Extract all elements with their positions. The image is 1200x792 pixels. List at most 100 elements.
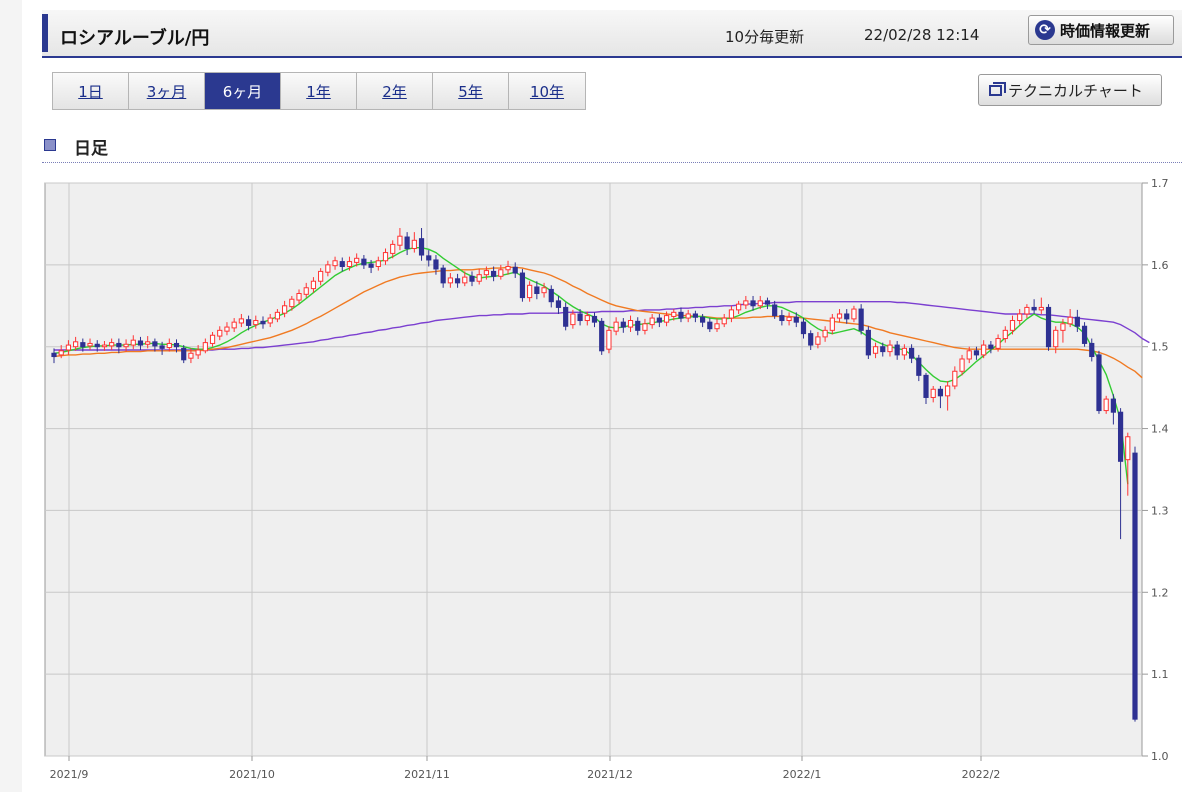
candle-up: [202, 342, 208, 352]
candle-up: [1125, 436, 1131, 461]
candle-down: [534, 286, 540, 295]
candle-down: [700, 316, 706, 323]
candle-up: [238, 318, 244, 324]
tab-3-months[interactable]: 3ヶ月: [129, 73, 205, 109]
candle-up: [1067, 316, 1073, 325]
candle-up: [397, 235, 403, 246]
refresh-price-label: 時価情報更新: [1060, 21, 1151, 40]
candle-up: [649, 317, 655, 326]
candle-down: [260, 320, 266, 325]
last-updated-timestamp: 22/02/28 12:14: [864, 26, 980, 44]
y-tick-label: 1.3: [1151, 504, 1169, 517]
candle-down: [635, 320, 641, 331]
y-tick-label: 1.4: [1151, 423, 1169, 436]
candle-up: [736, 303, 742, 311]
candle-down: [454, 278, 461, 284]
x-tick-label: 2021/9: [50, 768, 89, 781]
candle-up: [981, 344, 987, 356]
update-frequency: 10分毎更新: [725, 28, 805, 46]
page-title: ロシアルーブル/円: [60, 28, 210, 49]
candle-down: [181, 347, 187, 361]
candle-up: [58, 350, 64, 356]
candle-up: [282, 305, 288, 314]
candle-up: [101, 344, 108, 348]
candle-up: [728, 309, 735, 319]
candle-up: [411, 239, 417, 249]
candle-down: [793, 316, 799, 323]
tab-5-years[interactable]: 5年: [433, 73, 509, 109]
candle-down: [440, 267, 446, 284]
y-tick-label: 1.5: [1151, 341, 1169, 354]
period-tabs: 1日 3ヶ月 6ヶ月 1年 2年 5年 10年: [52, 72, 586, 110]
tab-6-months[interactable]: 6ヶ月: [205, 73, 281, 109]
candle-up: [584, 315, 590, 322]
candle-up: [476, 274, 482, 282]
candle-up: [274, 311, 281, 320]
candle-down: [1081, 325, 1088, 344]
candle-down: [173, 342, 180, 348]
candle-up: [1053, 329, 1059, 348]
plot-area: [44, 182, 1143, 757]
candle-up: [346, 261, 353, 267]
tab-2-years[interactable]: 2年: [357, 73, 433, 109]
y-tick-label: 1.2: [1151, 586, 1169, 599]
refresh-price-button[interactable]: ⟳ 時価情報更新: [1028, 15, 1174, 45]
candle-up: [166, 342, 172, 349]
candle-up: [786, 316, 792, 322]
candle-up: [930, 388, 936, 398]
candle-down: [894, 344, 900, 356]
candle-up: [714, 323, 720, 330]
candle-up: [1103, 398, 1109, 412]
candle-up: [851, 308, 857, 320]
candle-up: [375, 260, 381, 267]
candle-down: [491, 270, 497, 277]
candle-up: [829, 317, 835, 331]
candle-up: [382, 252, 389, 262]
candle-up: [332, 260, 338, 267]
candle-down: [973, 350, 980, 356]
candle-up: [109, 342, 115, 347]
candle-down: [800, 321, 807, 335]
y-tick-label: 1.6: [1151, 259, 1169, 272]
candle-up: [671, 311, 677, 317]
candle-down: [656, 317, 662, 323]
candle-up: [318, 270, 324, 282]
candle-up: [325, 264, 331, 273]
candle-down: [865, 329, 871, 356]
candle-down: [750, 300, 756, 307]
candle-up: [959, 358, 965, 372]
tab-10-years[interactable]: 10年: [509, 73, 585, 109]
candle-up: [296, 293, 302, 301]
candle-up: [872, 346, 879, 354]
candle-up: [73, 341, 79, 348]
tab-1-year[interactable]: 1年: [281, 73, 357, 109]
technical-chart-label: テクニカルチャート: [1008, 81, 1143, 100]
candle-down: [1074, 316, 1080, 327]
tab-1-day[interactable]: 1日: [53, 73, 129, 109]
candle-up: [498, 269, 504, 277]
candle-down: [707, 321, 713, 330]
section-header: 日足: [42, 134, 1182, 163]
candle-down: [808, 333, 814, 346]
candle-up: [952, 370, 958, 387]
candle-up: [1017, 313, 1023, 322]
candle-up: [541, 287, 547, 294]
candle-down: [577, 313, 583, 322]
candle-down: [80, 342, 86, 348]
candle-down: [555, 300, 562, 308]
moving-average-long-line: [54, 301, 1150, 351]
candle-up: [130, 339, 136, 346]
refresh-icon: ⟳: [1035, 20, 1055, 40]
x-tick-label: 2021/11: [404, 768, 450, 781]
candle-down: [469, 275, 475, 282]
candle-down: [512, 266, 518, 274]
candle-up: [224, 326, 230, 332]
candle-up: [966, 350, 972, 360]
candle-up: [87, 342, 93, 347]
candle-up: [195, 349, 201, 356]
technical-chart-button[interactable]: テクニカルチャート: [978, 74, 1162, 106]
candle-up: [663, 315, 670, 323]
candle-up: [1002, 329, 1008, 340]
candle-up: [822, 329, 828, 338]
candle-down: [418, 238, 425, 256]
